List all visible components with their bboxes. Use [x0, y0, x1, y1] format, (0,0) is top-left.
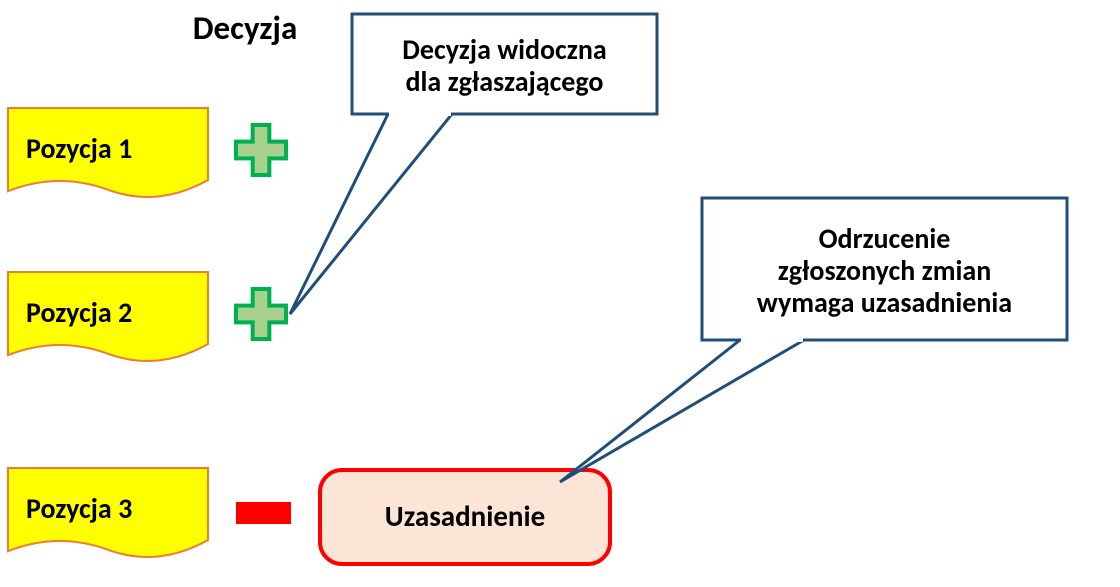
diagram-canvas: Decyzja Pozycja 1 Pozycja 2 Pozycja 3 De…	[0, 0, 1120, 587]
pozycja-1-label: Pozycja 1	[26, 131, 132, 166]
callout-visible-decision: Decyzja widocznadla zgłaszającego	[352, 34, 657, 98]
callout-1-tail	[290, 114, 452, 314]
callout-rejection-needs-justification: Odrzuceniezgłoszonych zmianwymaga uzasad…	[702, 223, 1067, 320]
callout-2-tail	[560, 340, 804, 482]
pozycja-2-label: Pozycja 2	[26, 295, 132, 330]
justification-box-label: Uzasadnienie	[320, 498, 610, 534]
column-header-decyzja: Decyzja	[160, 8, 330, 48]
plus-icon-2	[236, 289, 286, 339]
plus-icon-1	[236, 125, 286, 175]
minus-icon	[236, 502, 291, 524]
pozycja-3-label: Pozycja 3	[26, 491, 132, 526]
